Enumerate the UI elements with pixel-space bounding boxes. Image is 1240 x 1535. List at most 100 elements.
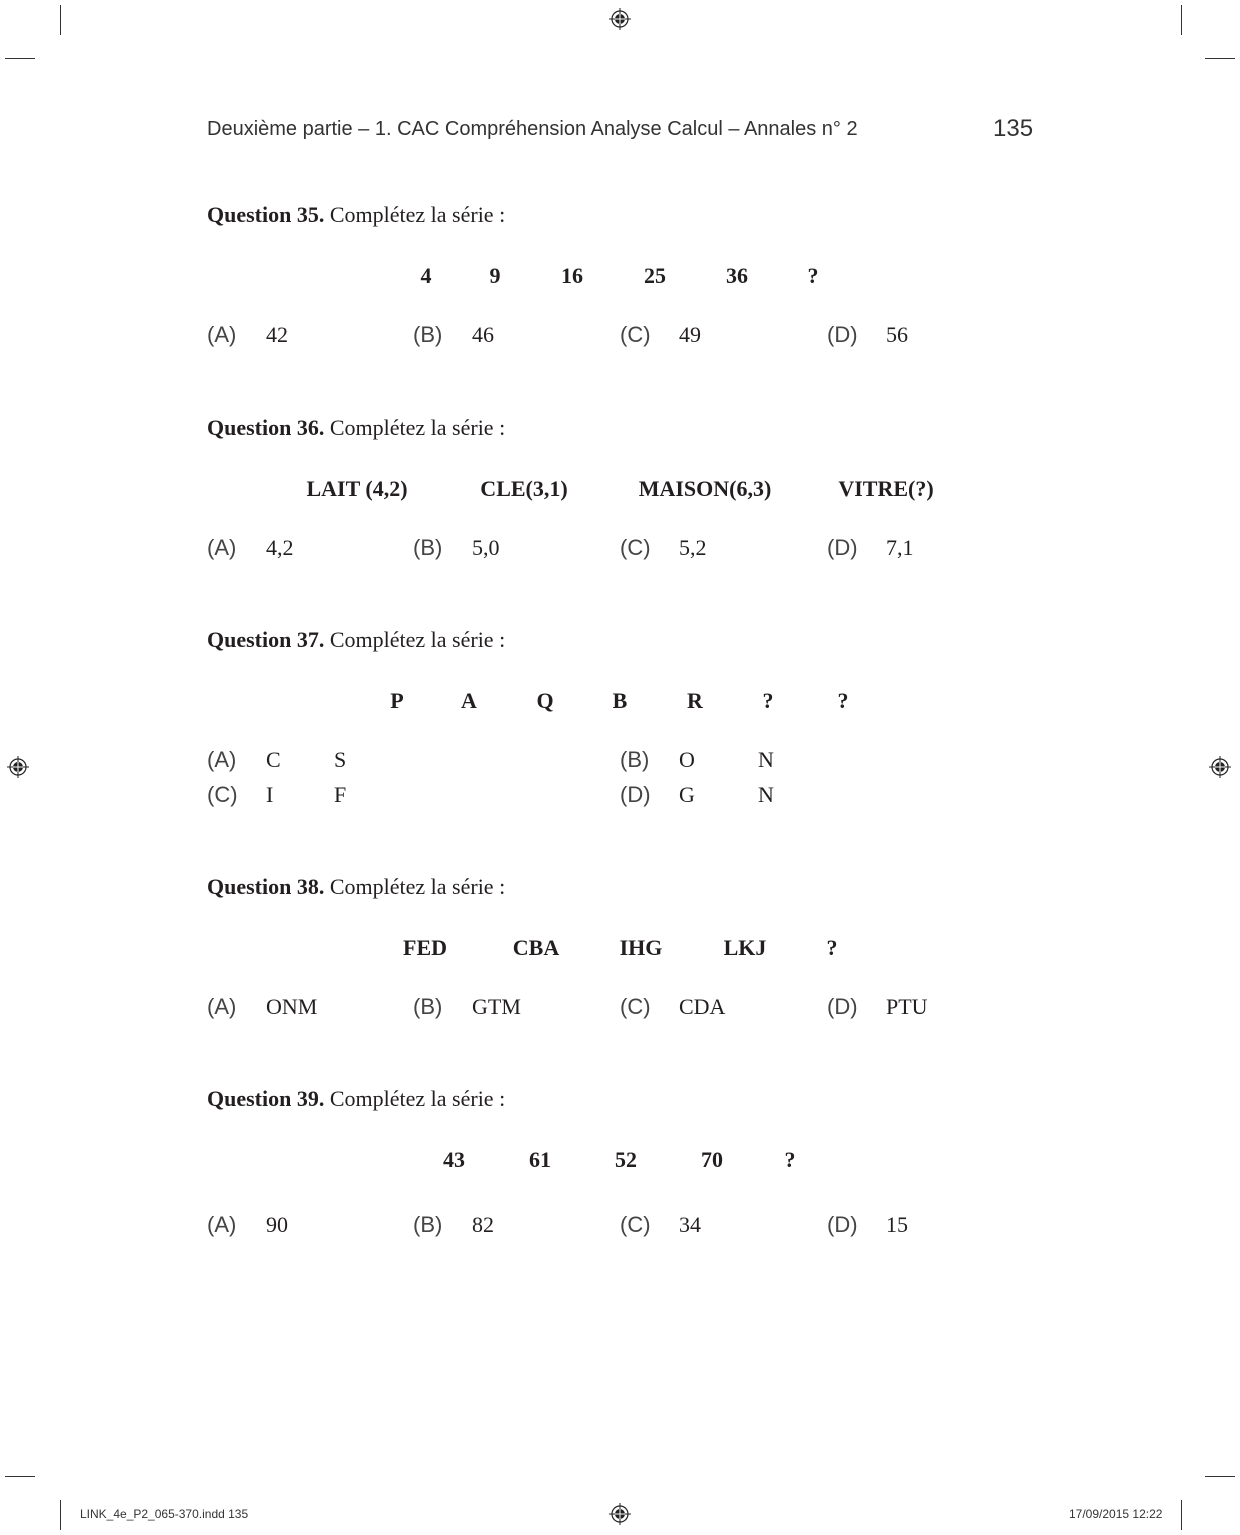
option-value[interactable]: 5,2 bbox=[679, 535, 707, 560]
footer-date: 17/09/2015 12:22 bbox=[1069, 1507, 1163, 1521]
option-value[interactable]: 42 bbox=[266, 322, 288, 347]
series-item: Q bbox=[536, 688, 554, 713]
registration-mark-icon bbox=[609, 8, 631, 30]
option-value[interactable]: 82 bbox=[472, 1212, 494, 1237]
crop-mark bbox=[5, 1476, 35, 1477]
series-item: 4 bbox=[420, 263, 432, 288]
option-value[interactable]: 49 bbox=[679, 322, 701, 347]
option-value[interactable]: 4,2 bbox=[266, 535, 294, 560]
crop-mark bbox=[60, 1500, 61, 1530]
option-letter[interactable]: (C) bbox=[620, 994, 651, 1019]
question-number: Question 36. bbox=[207, 415, 325, 440]
series-item: 36 bbox=[726, 263, 748, 288]
option-value[interactable]: ONM bbox=[266, 994, 318, 1019]
series-item: ? bbox=[826, 935, 838, 960]
option-letter[interactable]: (B) bbox=[413, 994, 443, 1019]
option-value[interactable]: I bbox=[266, 782, 274, 807]
series-item: A bbox=[461, 688, 477, 713]
question-number: Question 35. bbox=[207, 202, 325, 227]
option-value[interactable]: 90 bbox=[266, 1212, 288, 1237]
option-value[interactable]: 7,1 bbox=[886, 535, 914, 560]
series-item: ? bbox=[837, 688, 849, 713]
option-letter[interactable]: (A) bbox=[207, 322, 237, 347]
option-letter[interactable]: (D) bbox=[827, 322, 858, 347]
crop-mark bbox=[1181, 5, 1182, 35]
option-letter[interactable]: (D) bbox=[827, 1212, 858, 1237]
question-number: Question 39. bbox=[207, 1086, 325, 1111]
option-letter[interactable]: (C) bbox=[620, 1212, 651, 1237]
question-prompt: Complétez la série : bbox=[324, 1086, 506, 1111]
series-item: MAISON(6,3) bbox=[638, 476, 772, 501]
option-value[interactable]: O bbox=[679, 747, 695, 772]
series-item: 70 bbox=[701, 1147, 723, 1172]
crop-mark bbox=[1181, 1500, 1182, 1530]
crop-mark bbox=[5, 58, 35, 59]
series-item: ? bbox=[762, 688, 774, 713]
option-letter[interactable]: (C) bbox=[620, 322, 651, 347]
series-item: B bbox=[612, 688, 628, 713]
footer-filename: LINK_4e_P2_065-370.indd 135 bbox=[80, 1507, 249, 1521]
option-letter[interactable]: (A) bbox=[207, 994, 237, 1019]
series-item: 9 bbox=[489, 263, 501, 288]
page-number: 135 bbox=[993, 115, 1034, 142]
option-letter[interactable]: (C) bbox=[207, 782, 238, 807]
question-number: Question 37. bbox=[207, 627, 325, 652]
series-item: 25 bbox=[644, 263, 666, 288]
series-item: LAIT (4,2) bbox=[306, 476, 408, 501]
option-value[interactable]: 34 bbox=[679, 1212, 701, 1237]
option-value[interactable]: S bbox=[334, 747, 347, 772]
series-item: 61 bbox=[529, 1147, 551, 1172]
option-value[interactable]: PTU bbox=[886, 994, 928, 1019]
option-letter[interactable]: (B) bbox=[413, 322, 443, 347]
option-letter[interactable]: (A) bbox=[207, 747, 237, 772]
series-item: FED bbox=[403, 935, 447, 960]
running-header: Deuxième partie – 1. CAC Compréhension A… bbox=[207, 118, 858, 140]
option-letter[interactable]: (D) bbox=[620, 782, 651, 807]
question-title: Question 39. Complétez la série : bbox=[207, 1086, 505, 1112]
option-letter[interactable]: (B) bbox=[620, 747, 650, 772]
question-prompt: Complétez la série : bbox=[324, 202, 506, 227]
option-value[interactable]: N bbox=[758, 747, 774, 772]
series-item: ? bbox=[807, 263, 819, 288]
question-title: Question 37. Complétez la série : bbox=[207, 627, 505, 653]
option-value[interactable]: N bbox=[758, 782, 774, 807]
option-value[interactable]: F bbox=[334, 782, 347, 807]
series-item: 16 bbox=[561, 263, 583, 288]
question-prompt: Complétez la série : bbox=[324, 627, 506, 652]
option-value[interactable]: C bbox=[266, 747, 281, 772]
series-item: LKJ bbox=[723, 935, 767, 960]
crop-mark bbox=[1205, 58, 1235, 59]
option-value[interactable]: G bbox=[679, 782, 695, 807]
option-letter[interactable]: (A) bbox=[207, 535, 237, 560]
option-value[interactable]: 56 bbox=[886, 322, 908, 347]
option-value[interactable]: 46 bbox=[472, 322, 494, 347]
series-item: ? bbox=[784, 1147, 796, 1172]
question-prompt: Complétez la série : bbox=[324, 415, 506, 440]
question-title: Question 38. Complétez la série : bbox=[207, 874, 505, 900]
option-value[interactable]: 15 bbox=[886, 1212, 908, 1237]
series-item: 52 bbox=[615, 1147, 637, 1172]
option-letter[interactable]: (D) bbox=[827, 994, 858, 1019]
option-value[interactable]: GTM bbox=[472, 994, 521, 1019]
option-value[interactable]: 5,0 bbox=[472, 535, 500, 560]
question-number: Question 38. bbox=[207, 874, 325, 899]
option-letter[interactable]: (B) bbox=[413, 1212, 443, 1237]
option-letter[interactable]: (C) bbox=[620, 535, 651, 560]
registration-mark-icon bbox=[609, 1503, 631, 1525]
crop-mark bbox=[60, 5, 61, 35]
series-item: P bbox=[390, 688, 404, 713]
question-title: Question 35. Complétez la série : bbox=[207, 202, 505, 228]
series-item: VITRE(?) bbox=[838, 476, 934, 501]
series-item: R bbox=[687, 688, 703, 713]
series-item: CBA bbox=[512, 935, 560, 960]
series-item: CLE(3,1) bbox=[480, 476, 568, 501]
series-item: 43 bbox=[443, 1147, 465, 1172]
option-value[interactable]: CDA bbox=[679, 994, 726, 1019]
option-letter[interactable]: (D) bbox=[827, 535, 858, 560]
option-letter[interactable]: (B) bbox=[413, 535, 443, 560]
option-letter[interactable]: (A) bbox=[207, 1212, 237, 1237]
crop-mark bbox=[1205, 1476, 1235, 1477]
question-prompt: Complétez la série : bbox=[324, 874, 506, 899]
registration-mark-icon bbox=[1209, 756, 1231, 778]
registration-mark-icon bbox=[7, 756, 29, 778]
